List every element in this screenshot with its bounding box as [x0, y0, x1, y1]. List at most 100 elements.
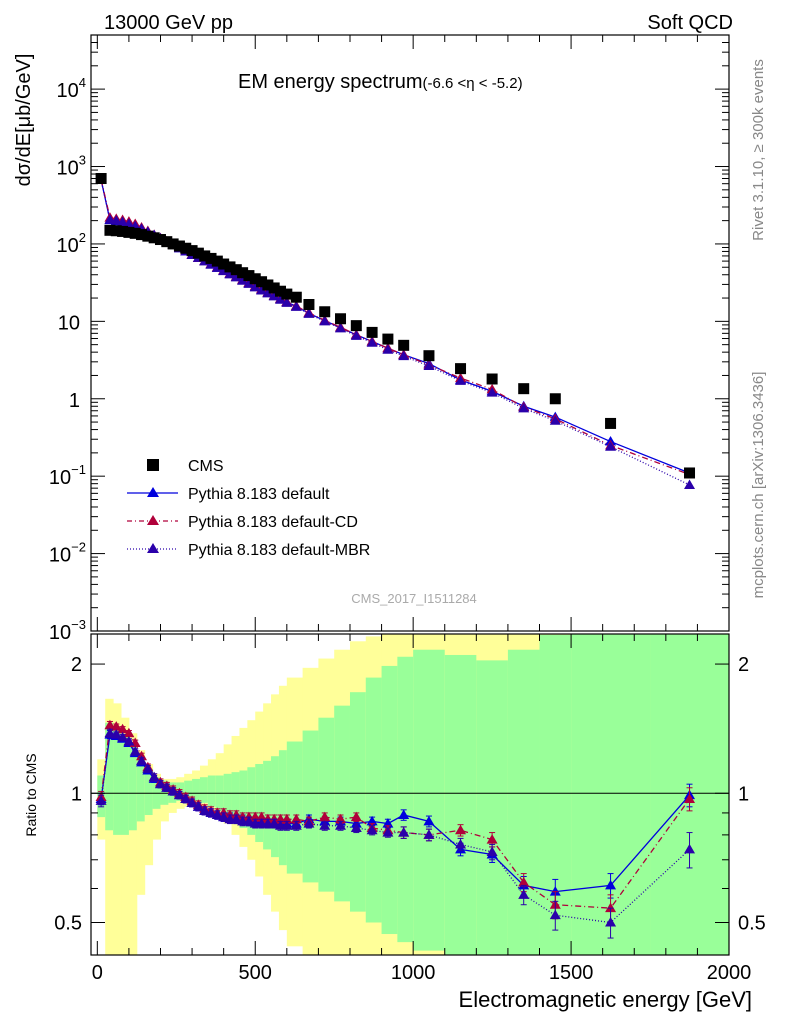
ratio-point-cd	[256, 811, 268, 822]
ratio-band-green	[231, 772, 240, 822]
ratio-band-green	[128, 745, 138, 831]
ratio-point-mbr	[192, 801, 204, 811]
main-point-cms	[129, 227, 141, 239]
ratio-point-cd	[110, 721, 122, 731]
ratio-point-mbr	[199, 805, 211, 815]
main-point-cms	[319, 306, 331, 318]
main-series-line-mbr	[100, 179, 690, 486]
legend-marker-mbr	[147, 543, 159, 553]
ratio-y-tick-label-left: 2	[71, 654, 82, 676]
main-point-cms	[237, 267, 249, 279]
ratio-point-mbr	[142, 763, 154, 773]
ratio-point-mbr	[95, 795, 107, 805]
ratio-point-mbr	[136, 755, 148, 765]
main-point-cms	[366, 326, 378, 338]
chart-title-suffix: (-6.6 <η < -5.2)	[423, 75, 523, 92]
header-process-label: Soft QCD	[647, 12, 733, 34]
ratio-point-mbr	[335, 820, 347, 830]
legend-label-mbr: Pythia 8.183 default-MBR	[188, 542, 370, 559]
ratio-point-cd	[684, 793, 696, 803]
main-point-mbr	[249, 281, 261, 292]
main-point-mbr	[335, 322, 347, 333]
main-point-mbr	[303, 308, 315, 318]
ratio-band-green	[255, 764, 264, 843]
ratio-point-cd	[335, 813, 347, 824]
main-panel: 10−3 10−2 10−1 1 10 102 103 104 EM energy spect…	[13, 34, 730, 644]
main-point-mbr	[110, 215, 122, 225]
ratio-band-green	[278, 750, 288, 866]
main-point-cms	[142, 230, 154, 242]
ratio-band-green	[160, 780, 169, 805]
main-point-cms	[192, 247, 204, 259]
main-point-cms	[398, 339, 410, 351]
main-point-mbr	[423, 360, 435, 370]
main-point-mbr	[211, 262, 223, 272]
ratio-point-cd	[455, 824, 467, 835]
main-point-cms	[161, 236, 173, 248]
ratio-band-green	[381, 665, 398, 935]
main-y-axis-label: dσ/dE[μb/GeV]	[13, 54, 35, 187]
ratio-point-mbr	[268, 818, 280, 828]
legend-marker-cd	[147, 515, 159, 525]
ratio-point-mbr	[205, 807, 217, 817]
ratio-y-tick-label-right: 2	[738, 654, 749, 676]
ratio-point-mbr	[382, 827, 394, 837]
x-tick-label: 2000	[707, 962, 752, 984]
ratio-band-green	[247, 767, 256, 835]
ratio-point-default	[382, 818, 394, 828]
ratio-point-mbr	[180, 793, 192, 803]
ratio-band-green	[349, 692, 367, 912]
main-point-cms	[275, 285, 287, 297]
ratio-point-mbr	[161, 782, 173, 792]
main-y-tick-label: 10−3	[49, 617, 86, 644]
ratio-point-mbr	[549, 909, 561, 920]
ratio-point-mbr	[123, 736, 135, 746]
main-y-tick-label: 10−1	[49, 462, 86, 489]
ratio-point-cd	[123, 727, 135, 738]
ratio-point-mbr	[218, 811, 230, 822]
main-point-mbr	[398, 350, 410, 361]
ratio-point-mbr	[211, 809, 223, 820]
ratio-band-green	[121, 735, 130, 835]
ratio-point-cd	[518, 876, 530, 887]
ratio-point-mbr	[230, 813, 242, 824]
ratio-bands	[97, 634, 730, 955]
ratio-y-tick-label-left: 0.5	[54, 912, 82, 934]
main-point-cms	[549, 393, 561, 405]
main-point-cms	[186, 245, 198, 257]
ratio-point-default	[398, 809, 410, 820]
ratio-point-mbr	[350, 822, 362, 833]
main-point-mbr	[290, 301, 302, 311]
ratio-point-mbr	[110, 729, 122, 739]
main-point-mbr	[117, 216, 129, 227]
ratio-band-green	[207, 775, 217, 807]
main-point-cms	[268, 282, 280, 294]
ratio-point-mbr	[173, 789, 185, 800]
side-rivet-label: Rivet 3.1.10, ≥ 300k events	[750, 59, 767, 241]
main-point-cms	[173, 240, 185, 252]
ratio-point-mbr	[129, 746, 141, 756]
ratio-band-green	[318, 717, 335, 892]
main-point-cms	[243, 270, 255, 282]
main-point-mbr	[518, 402, 530, 413]
ratio-band-green	[507, 649, 540, 955]
ratio-band-green	[144, 768, 154, 816]
legend-marker-default	[147, 487, 159, 497]
ratio-band-green	[239, 770, 248, 829]
main-y-tick-exponent: −2	[71, 540, 86, 555]
main-point-mbr	[224, 268, 236, 279]
main-point-cms	[211, 255, 223, 267]
main-point-cms	[455, 363, 467, 375]
ratio-point-mbr	[154, 778, 166, 789]
ratio-point-mbr	[423, 829, 435, 839]
ratio-band-green	[263, 760, 272, 850]
chart-title-main: EM energy spectrum	[238, 71, 423, 93]
ratio-series-group	[95, 719, 696, 939]
ratio-y-tick-label-left: 1	[71, 783, 82, 805]
main-point-mbr	[237, 275, 249, 285]
x-axis-label: Electromagnetic energy [GeV]	[459, 987, 752, 1012]
ratio-band-yellow	[136, 750, 146, 895]
main-point-cms	[167, 238, 179, 250]
ratio-point-mbr	[366, 824, 378, 835]
main-point-cms	[148, 232, 160, 244]
